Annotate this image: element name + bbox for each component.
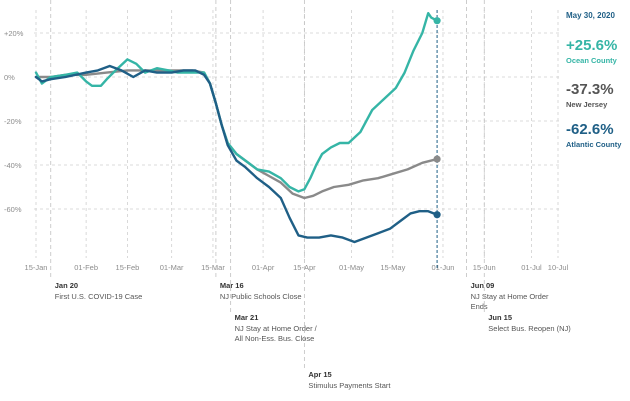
legend-value: +25.6% [566, 37, 618, 54]
series-line-ocean-county [34, 12, 439, 193]
event-date: Mar 16 [220, 281, 244, 290]
y-tick-label: -60% [4, 205, 22, 214]
grid-lines [34, 10, 562, 258]
series-end-point-new-jersey [433, 155, 441, 163]
series-end-point-ocean-county [433, 17, 441, 25]
y-tick-label: +20% [4, 29, 24, 38]
x-tick-label: 01-Mar [160, 263, 184, 272]
legend-name: New Jersey [566, 100, 608, 109]
event-date: Jun 09 [471, 281, 495, 290]
series-end-point-atlantic-county [433, 211, 441, 219]
y-tick-label: -40% [4, 161, 22, 170]
y-tick-label: 0% [4, 73, 15, 82]
event-label: All Non-Ess. Bus. Close [235, 334, 315, 343]
x-tick-label: 01-Jun [432, 263, 455, 272]
event-label: Stimulus Payments Start [308, 381, 391, 390]
legend-date: May 30, 2020 [566, 11, 615, 20]
x-tick-label: 01-Feb [74, 263, 98, 272]
x-tick-label: 01-Apr [252, 263, 275, 272]
x-tick-label: 01-Jul [521, 263, 542, 272]
event-date: Jan 20 [55, 281, 78, 290]
x-axis: 15-Jan 01-Feb 15-Feb 01-Mar 15-Mar 01-Apr 15-A… [25, 263, 569, 272]
x-tick-label: 01-May [339, 263, 364, 272]
event-label: NJ Public Schools Close [220, 292, 302, 301]
legend-name: Atlantic County [566, 140, 622, 149]
series-line-atlantic-county [34, 64, 439, 244]
x-tick-label: 15-May [380, 263, 405, 272]
event-label: First U.S. COVID-19 Case [55, 292, 143, 301]
legend-value: -37.3% [566, 81, 614, 98]
x-tick-label: 15-Feb [116, 263, 140, 272]
event-label: NJ Stay at Home Order / [235, 324, 318, 333]
x-tick-label: 15-Mar [201, 263, 225, 272]
event-date: Mar 21 [235, 313, 259, 322]
event-annotations: Jan 20 First U.S. COVID-19 Case Mar 16 NJ P… [50, 0, 571, 390]
event-date: Apr 15 [308, 370, 331, 379]
series-lines [34, 12, 441, 244]
event-label: Ends [471, 302, 488, 311]
series-line-new-jersey [34, 69, 439, 200]
legend-name: Ocean County [566, 56, 617, 65]
event-date: Jun 15 [488, 313, 512, 322]
x-tick-label: 10-Jul [548, 263, 569, 272]
event-label: Select Bus. Reopen (NJ) [488, 324, 571, 333]
x-tick-label: 15-Jan [25, 263, 48, 272]
event-label: NJ Stay at Home Order [471, 292, 549, 301]
y-axis: +20% 0% -20% -40% -60% [4, 29, 24, 214]
legend-value: -62.6% [566, 121, 614, 138]
y-tick-label: -20% [4, 117, 22, 126]
